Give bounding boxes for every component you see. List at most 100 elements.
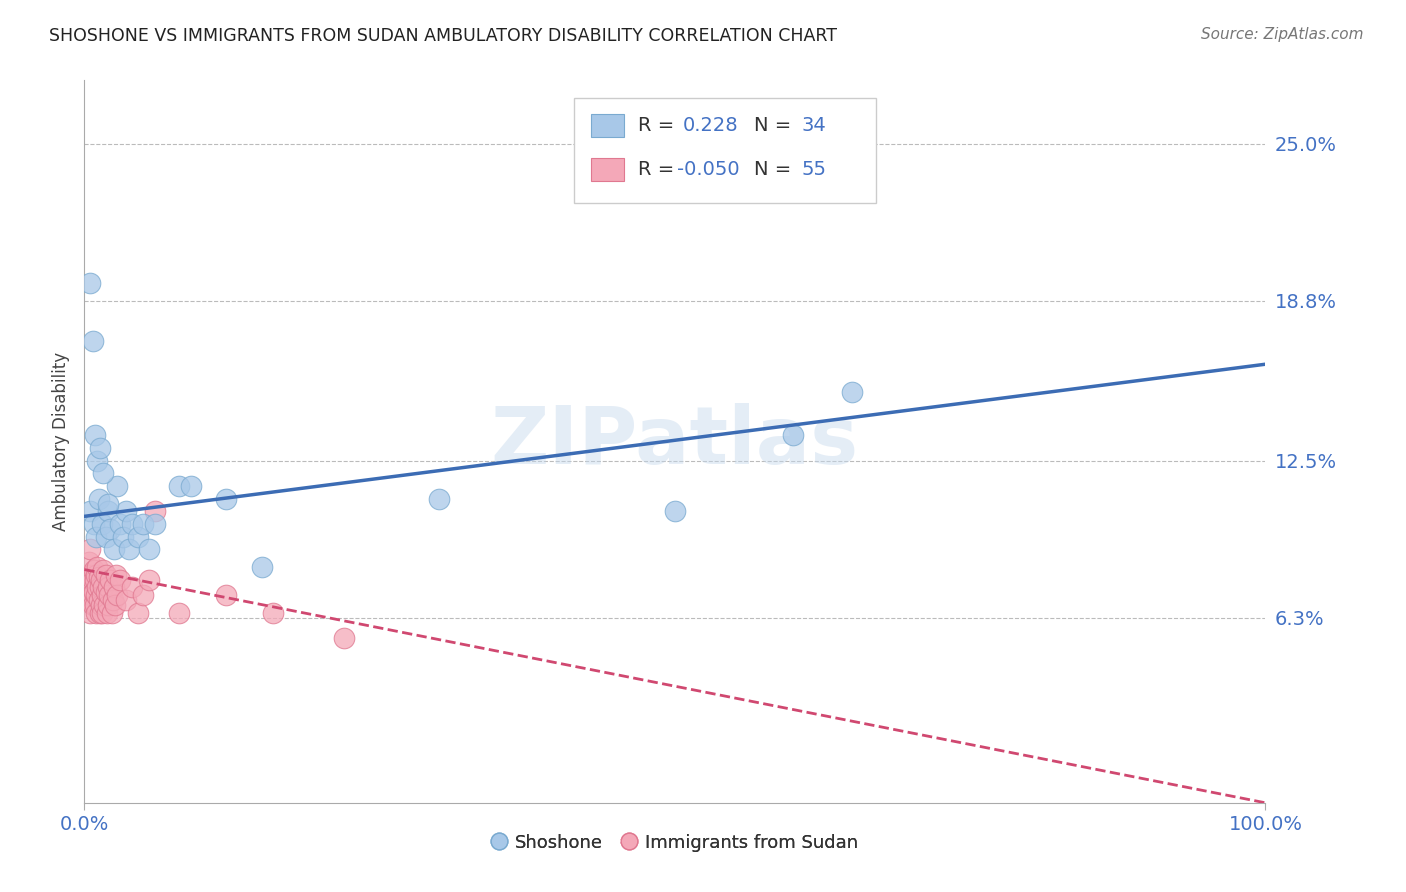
Text: R =: R = [638,116,675,136]
Point [91,606,114,620]
Point [91,588,114,602]
Point [98,588,121,602]
Point [84,567,107,582]
Point [427,491,450,506]
Point [89,606,111,620]
Point [138,573,160,587]
Point [77,555,100,569]
Point [86,453,108,467]
Point [333,631,356,645]
Point [114,504,136,518]
Point [91,580,114,594]
Point [82,334,104,349]
Text: N =: N = [754,160,792,178]
Point [86,580,108,594]
Text: SHOSHONE VS IMMIGRANTS FROM SUDAN AMBULATORY DISABILITY CORRELATION CHART: SHOSHONE VS IMMIGRANTS FROM SUDAN AMBULA… [49,27,837,45]
Point [103,542,125,557]
Legend: Shoshone, Immigrants from Sudan: Shoshone, Immigrants from Sudan [485,826,865,859]
Point [84,598,107,612]
Point [82,598,104,612]
Point [94,567,117,582]
Point [84,428,107,442]
Bar [591,114,624,137]
Point [93,598,115,612]
Point [97,497,120,511]
Text: -0.050: -0.050 [678,160,740,178]
Point [98,522,121,536]
Point [100,606,122,620]
Point [96,606,118,620]
Text: ZIPatlas: ZIPatlas [491,402,859,481]
Point [86,560,108,574]
Point [80,567,103,582]
Point [132,588,155,602]
Point [98,573,121,587]
Point [104,598,127,612]
Point [664,504,686,518]
Point [89,580,111,594]
Point [84,530,107,544]
Point [112,530,135,544]
Point [107,479,129,493]
Point [262,606,284,620]
Text: Source: ZipAtlas.com: Source: ZipAtlas.com [1201,27,1364,42]
Point [782,428,804,442]
Point [118,542,141,557]
Point [105,567,128,582]
Point [215,491,238,506]
Point [121,516,143,531]
Point [94,530,117,544]
Point [101,593,124,607]
Point [87,593,110,607]
Point [108,516,131,531]
Point [114,593,136,607]
Point [87,491,110,506]
Point [97,580,120,594]
Point [143,504,166,518]
Point [97,504,120,518]
Point [250,560,273,574]
Point [89,441,111,455]
Text: R =: R = [638,160,675,178]
Point [75,580,97,594]
Point [167,606,190,620]
Point [143,516,166,531]
FancyBboxPatch shape [575,98,876,203]
Point [79,580,101,594]
Point [91,516,114,531]
Bar [591,158,624,181]
Point [127,606,149,620]
Point [82,573,104,587]
Point [841,385,863,400]
Point [87,570,110,584]
Point [83,563,105,577]
Y-axis label: Ambulatory Disability: Ambulatory Disability [52,352,70,531]
Point [138,542,160,557]
Point [91,467,114,481]
Point [127,530,149,544]
Point [108,573,131,587]
Point [215,588,238,602]
Text: 55: 55 [801,160,827,178]
Point [76,567,98,582]
Point [94,585,117,599]
Point [90,598,112,612]
Point [77,593,100,607]
Point [107,588,129,602]
Point [84,606,107,620]
Point [167,479,190,493]
Point [79,606,101,620]
Point [80,588,103,602]
Point [132,516,155,531]
Point [79,542,101,557]
Text: 34: 34 [801,116,825,136]
Point [91,563,114,577]
Text: 0.228: 0.228 [683,116,738,136]
Point [121,580,143,594]
Point [83,516,105,531]
Point [97,598,120,612]
Point [84,588,107,602]
Point [84,573,107,587]
Point [79,504,101,518]
Point [180,479,202,493]
